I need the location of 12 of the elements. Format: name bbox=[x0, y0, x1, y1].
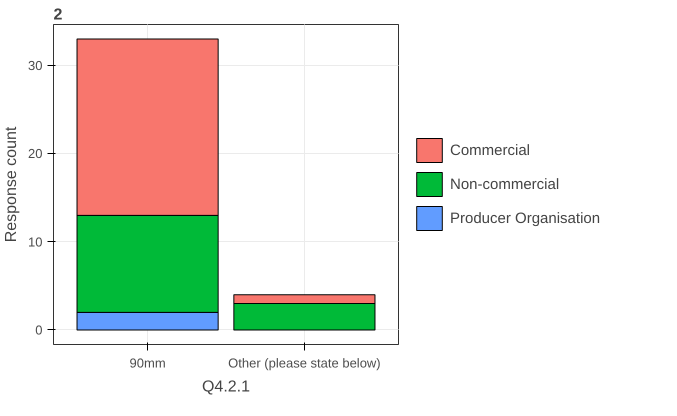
legend-label: Non-commercial bbox=[450, 176, 560, 192]
legend-label: Producer Organisation bbox=[450, 210, 600, 226]
y-axis-title: Response count bbox=[3, 126, 20, 242]
x-tick-label: 90mm bbox=[130, 356, 166, 370]
text: 2 bbox=[54, 6, 62, 24]
y-tick-label: 0 bbox=[35, 322, 43, 338]
y-tick-label: 30 bbox=[28, 58, 43, 73]
y-tick-label: 20 bbox=[28, 146, 43, 162]
y-tick-label: 10 bbox=[28, 234, 43, 250]
legend-label: Commercial bbox=[450, 142, 530, 158]
x-axis-title: Q4.2.1 bbox=[202, 378, 250, 396]
x-tick-label: Other (please state below) bbox=[228, 356, 381, 370]
